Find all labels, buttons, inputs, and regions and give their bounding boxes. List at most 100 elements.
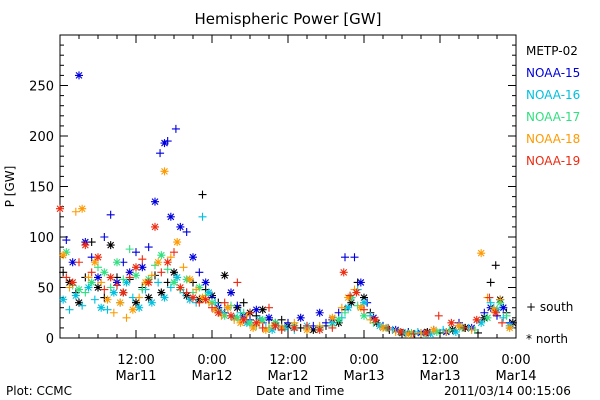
data-point-north — [173, 273, 182, 282]
data-point-north — [185, 295, 194, 304]
y-tick-label: 150 — [29, 181, 54, 196]
data-point-north — [84, 283, 93, 292]
data-point-south — [87, 268, 96, 277]
legend-item-noaa-16: NOAA-16 — [526, 88, 581, 102]
data-point-south — [100, 233, 109, 241]
data-point-north — [78, 204, 87, 213]
data-point-south — [62, 236, 71, 245]
data-point-south — [328, 323, 337, 332]
data-point-north — [97, 303, 106, 312]
data-point-south — [65, 283, 74, 292]
x-tick-label-date: Mar11 — [115, 369, 156, 384]
data-point-north — [75, 285, 83, 294]
x-tick-label-time: 12:00 — [117, 353, 154, 368]
data-point-north — [59, 295, 68, 304]
data-point-south — [81, 288, 90, 297]
data-point-north — [100, 268, 109, 277]
data-point-south — [84, 273, 93, 282]
data-point-north — [59, 251, 68, 260]
y-axis-label: P [GW] — [3, 166, 17, 208]
data-point-north — [227, 311, 235, 320]
data-point-north — [356, 303, 365, 312]
south-label: south — [539, 300, 574, 314]
data-point-south — [138, 285, 147, 294]
data-point-south — [337, 303, 346, 312]
data-point-north — [132, 298, 140, 307]
data-point-south — [480, 308, 489, 317]
data-point-south — [119, 275, 128, 284]
data-point-south — [491, 261, 500, 270]
data-point-south — [170, 248, 178, 257]
data-point-north — [429, 325, 438, 334]
data-point-north — [432, 327, 441, 336]
data-point-north — [195, 283, 204, 292]
series-noaa-19 — [56, 204, 507, 338]
data-point-north — [189, 293, 197, 302]
data-point-north — [157, 288, 166, 297]
data-point-north — [344, 293, 353, 302]
data-point-north — [396, 327, 405, 336]
data-point-south — [467, 325, 476, 334]
legend-north: * north — [526, 332, 568, 346]
data-point-south — [277, 325, 286, 334]
data-point-south — [163, 137, 172, 146]
data-point-north — [477, 249, 486, 258]
data-point-north — [477, 318, 486, 327]
data-point-south — [154, 278, 163, 287]
data-point-north — [94, 253, 102, 262]
x-tick-label-time: 12:00 — [269, 353, 306, 368]
data-point-north — [239, 315, 248, 324]
x-tick-label-date: Mar12 — [267, 369, 308, 384]
data-point-south — [258, 323, 267, 332]
data-point-north — [472, 315, 481, 324]
data-point-north — [315, 325, 324, 334]
data-point-north — [451, 327, 460, 336]
data-point-north — [407, 328, 416, 337]
data-point-south — [434, 311, 443, 320]
data-point-north — [360, 293, 368, 302]
footer-credit: Plot: CCMC — [6, 384, 72, 398]
data-point-south — [106, 283, 115, 292]
data-point-south — [59, 268, 68, 277]
data-point-south — [138, 255, 147, 264]
data-point-south — [109, 308, 118, 317]
data-point-south — [442, 327, 451, 336]
data-point-north — [309, 325, 318, 334]
data-point-north — [246, 318, 254, 327]
data-point-north — [157, 251, 166, 260]
data-point-south — [341, 308, 349, 317]
data-point-north — [81, 241, 90, 250]
data-point-south — [166, 253, 175, 262]
legend-item-noaa-17: NOAA-17 — [526, 110, 581, 124]
data-point-north — [271, 321, 280, 330]
data-point-north — [154, 258, 163, 267]
data-point-north — [68, 258, 77, 267]
data-point-north — [122, 278, 131, 287]
x-tick-label-date: Mar13 — [343, 369, 384, 384]
data-point-north — [371, 315, 380, 324]
data-point-north — [360, 298, 368, 307]
data-point-north — [483, 313, 492, 322]
data-point-south — [246, 308, 254, 317]
data-point-south — [132, 248, 140, 257]
data-point-north — [344, 303, 353, 312]
data-point-south — [360, 305, 368, 314]
data-point-north — [315, 308, 324, 317]
x-tick-label-date: Mar14 — [495, 369, 536, 384]
data-point-north — [103, 295, 112, 304]
data-point-north — [151, 197, 159, 206]
data-point-south — [409, 329, 418, 338]
data-point-south — [496, 295, 505, 304]
data-point-north — [258, 315, 267, 324]
data-point-north — [135, 303, 144, 312]
data-point-north — [160, 293, 169, 302]
data-point-north — [249, 323, 258, 332]
data-point-north — [166, 212, 175, 221]
data-point-south — [122, 313, 131, 322]
data-point-north — [201, 278, 210, 287]
data-point-south — [486, 278, 495, 287]
data-point-south — [485, 293, 494, 302]
data-point-north — [62, 248, 71, 257]
data-point-south — [147, 271, 156, 280]
data-point-north — [447, 318, 456, 327]
